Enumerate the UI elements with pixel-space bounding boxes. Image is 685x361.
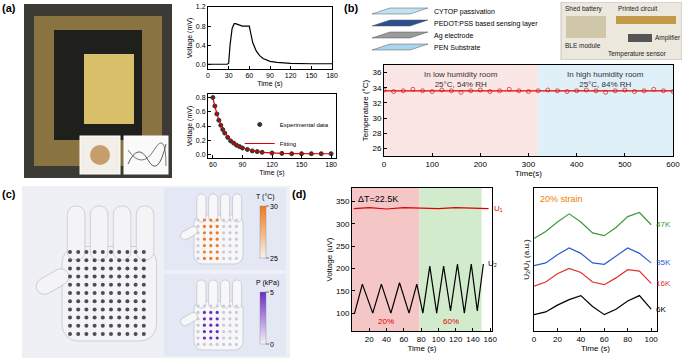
svg-text:Amplifier: Amplifier <box>655 34 681 42</box>
svg-text:Time (s): Time (s) <box>259 169 284 177</box>
svg-text:30: 30 <box>372 114 381 123</box>
svg-text:Time (s): Time (s) <box>407 344 436 353</box>
svg-text:20%: 20% <box>378 317 394 326</box>
svg-text:150: 150 <box>336 287 350 296</box>
svg-text:60: 60 <box>600 335 609 344</box>
svg-text:20: 20 <box>365 335 374 344</box>
svg-text:200: 200 <box>336 264 350 273</box>
svg-text:16K: 16K <box>656 279 671 288</box>
svg-text:6K: 6K <box>656 305 666 314</box>
svg-text:BLE module: BLE module <box>565 42 601 49</box>
svg-text:0.0: 0.0 <box>196 151 206 158</box>
svg-text:34: 34 <box>372 84 381 93</box>
svg-text:U₂/U₁ (a.u.): U₂/U₁ (a.u.) <box>522 239 531 280</box>
svg-text:1.2: 1.2 <box>196 3 206 10</box>
svg-text:250: 250 <box>336 242 350 251</box>
svg-text:Ag electrode: Ag electrode <box>434 32 473 40</box>
svg-text:0: 0 <box>532 335 537 344</box>
svg-text:Voltage (uV): Voltage (uV) <box>325 237 334 281</box>
svg-text:20: 20 <box>553 335 562 344</box>
svg-text:100: 100 <box>432 335 446 344</box>
svg-text:350: 350 <box>336 197 350 206</box>
svg-text:U₂: U₂ <box>488 259 497 268</box>
svg-text:120: 120 <box>285 72 297 79</box>
svg-text:30: 30 <box>225 72 233 79</box>
svg-text:40: 40 <box>576 335 585 344</box>
svg-text:400: 400 <box>570 160 584 169</box>
svg-text:28: 28 <box>372 129 381 138</box>
svg-text:Time (s): Time (s) <box>581 344 610 353</box>
svg-text:PEDOT:PSS based sensing layer: PEDOT:PSS based sensing layer <box>434 20 538 28</box>
svg-text:47K: 47K <box>656 220 671 229</box>
html-text:(b): (b) <box>344 2 358 14</box>
svg-text:0.2: 0.2 <box>196 137 206 144</box>
svg-text:300: 300 <box>336 220 350 229</box>
svg-text:T (°C): T (°C) <box>256 193 275 201</box>
svg-text:40: 40 <box>382 335 391 344</box>
svg-text:25: 25 <box>270 255 278 262</box>
svg-text:120: 120 <box>449 335 463 344</box>
svg-text:120: 120 <box>266 161 278 168</box>
svg-text:0.8: 0.8 <box>196 94 206 101</box>
svg-text:80: 80 <box>623 335 632 344</box>
svg-text:P (kPa): P (kPa) <box>256 279 279 287</box>
svg-text:90: 90 <box>266 72 274 79</box>
svg-text:60: 60 <box>399 335 408 344</box>
svg-text:150: 150 <box>296 161 308 168</box>
svg-text:Time (s): Time (s) <box>257 80 282 88</box>
svg-text:60: 60 <box>245 72 253 79</box>
svg-text:In high humidity room25°C, 84%: In high humidity room25°C, 84% RH <box>567 70 644 89</box>
svg-text:0: 0 <box>206 72 210 79</box>
svg-text:Voltage (mV): Voltage (mV) <box>186 106 194 146</box>
svg-text:Experimental data: Experimental data <box>280 122 329 128</box>
svg-text:36: 36 <box>372 68 381 77</box>
svg-text:Temperature sensor: Temperature sensor <box>608 50 667 58</box>
svg-text:150: 150 <box>305 72 317 79</box>
svg-text:140: 140 <box>466 335 480 344</box>
svg-text:0.8: 0.8 <box>196 23 206 30</box>
svg-text:0.4: 0.4 <box>196 122 206 129</box>
html-text:(a): (a) <box>2 2 16 14</box>
svg-text:0.4: 0.4 <box>196 42 206 49</box>
svg-text:26: 26 <box>372 144 381 153</box>
svg-text:300: 300 <box>522 160 536 169</box>
html-text:(d): (d) <box>292 188 306 200</box>
svg-text:Fitting: Fitting <box>280 141 296 147</box>
html-text:(c): (c) <box>2 188 16 200</box>
svg-text:90: 90 <box>239 161 247 168</box>
svg-text:100: 100 <box>425 160 439 169</box>
svg-text:100: 100 <box>336 309 350 318</box>
svg-text:0: 0 <box>382 160 387 169</box>
svg-text:160: 160 <box>484 335 498 344</box>
svg-text:U₁: U₁ <box>494 204 503 213</box>
svg-text:Voltage (mV): Voltage (mV) <box>186 18 194 58</box>
svg-text:0.6: 0.6 <box>196 108 206 115</box>
svg-text:600: 600 <box>666 160 680 169</box>
svg-text:5: 5 <box>270 289 274 296</box>
svg-text:Shed battery: Shed battery <box>565 5 603 13</box>
svg-text:60%: 60% <box>443 317 459 326</box>
svg-text:In low humidity room25°C, 54%: In low humidity room25°C, 54% RH <box>424 70 498 89</box>
svg-text:35K: 35K <box>656 258 671 267</box>
svg-text:30: 30 <box>270 203 278 210</box>
svg-text:ΔT=22.5K: ΔT=22.5K <box>358 194 398 204</box>
svg-text:PEN Substrate: PEN Substrate <box>434 44 480 51</box>
svg-text:180: 180 <box>325 161 337 168</box>
svg-text:Temperature (°C): Temperature (°C) <box>361 79 370 141</box>
svg-text:Time(s): Time(s) <box>515 169 542 178</box>
svg-text:Printed circuit: Printed circuit <box>618 5 658 12</box>
svg-text:32: 32 <box>372 99 381 108</box>
svg-text:200: 200 <box>474 160 488 169</box>
svg-text:CYTOP passivation: CYTOP passivation <box>434 8 495 16</box>
svg-text:500: 500 <box>618 160 632 169</box>
svg-text:20% strain: 20% strain <box>540 194 583 204</box>
svg-text:60: 60 <box>209 161 217 168</box>
svg-text:0.0: 0.0 <box>196 61 206 68</box>
svg-text:80: 80 <box>417 335 426 344</box>
svg-text:100: 100 <box>644 335 658 344</box>
svg-text:0: 0 <box>270 341 274 348</box>
svg-text:180: 180 <box>326 72 338 79</box>
